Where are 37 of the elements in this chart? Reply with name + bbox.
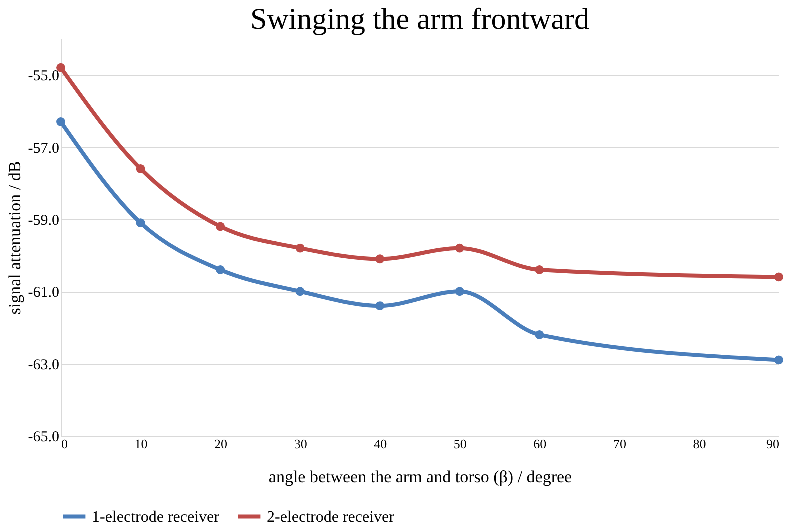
x-tick-label: 60 [534, 436, 547, 452]
point [216, 222, 226, 232]
y-tick-label: -63.0 [28, 357, 60, 374]
x-axis-title: angle between the arm and torso (β) / degree [268, 468, 572, 486]
point [535, 330, 544, 340]
y-tick-label: -61.0 [28, 285, 60, 302]
x-tick-label: 70 [613, 436, 626, 452]
x-tick-label: 50 [454, 436, 467, 452]
x-tick-label: 10 [134, 436, 148, 452]
y-tick-label: -57.0 [28, 140, 60, 157]
point [774, 356, 784, 365]
x-tick-label: 0 [62, 436, 68, 452]
point [376, 254, 385, 264]
point [296, 287, 305, 296]
point [56, 118, 66, 126]
legend-label: 2-electrode receiver [267, 508, 396, 526]
legend-label: 1-electrode receiver [92, 508, 220, 526]
point [455, 244, 464, 253]
point [376, 302, 385, 311]
y-tick-label: -55.0 [28, 68, 60, 85]
y-axis-title: signal attenuation / dB [5, 161, 24, 315]
y-tick-label: -59.0 [28, 212, 60, 229]
chart-title: Swinging the arm frontward [250, 3, 590, 36]
x-tick-label: 80 [693, 436, 706, 452]
x-tick-label: 90 [766, 436, 780, 452]
point [535, 266, 544, 274]
point [56, 63, 66, 72]
point [136, 218, 146, 228]
x-tick-label: 40 [374, 436, 388, 452]
point [774, 272, 784, 282]
x-tick-label: 20 [214, 436, 228, 452]
point [455, 287, 464, 296]
point [216, 266, 226, 274]
point [296, 244, 305, 253]
x-tick-label: 30 [294, 436, 308, 452]
y-tick-label: -65.0 [28, 430, 60, 446]
point [136, 164, 146, 174]
